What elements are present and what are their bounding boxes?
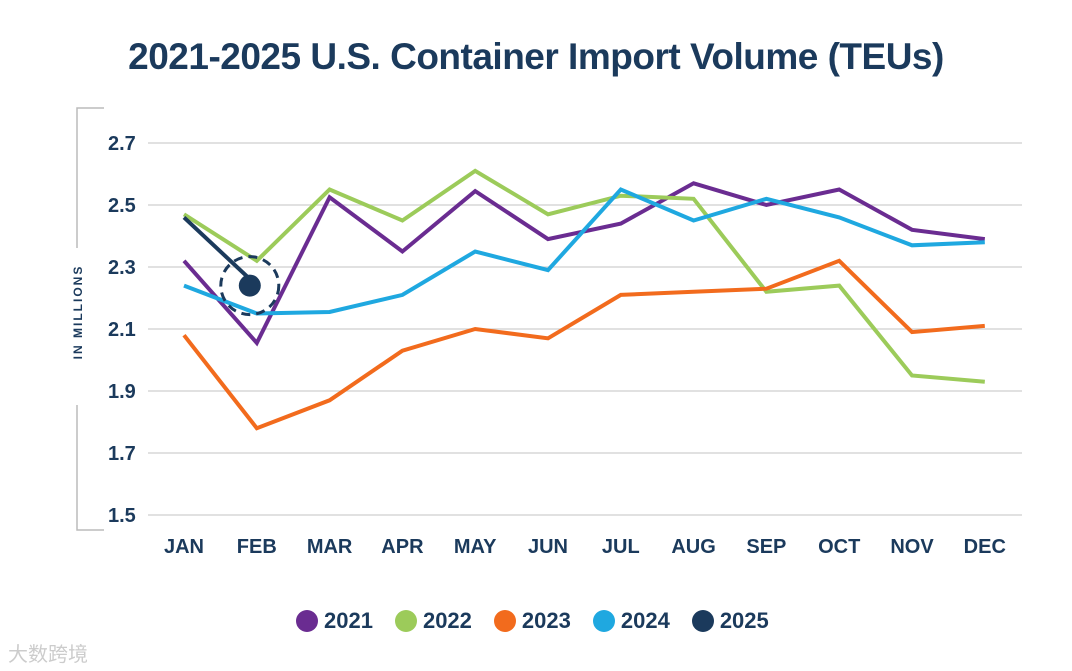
legend-swatch <box>394 610 417 632</box>
x-tick-label: MAR <box>307 536 353 558</box>
legend: 2021 2022 2023 2024 2025 <box>296 608 769 634</box>
legend-item-2023: 2023 <box>493 608 571 634</box>
legend-item-2025: 2025 <box>691 608 769 634</box>
x-tick-label: NOV <box>890 536 934 558</box>
legend-swatch <box>296 610 318 632</box>
series-line-2024 <box>183 187 985 316</box>
x-tick-label: SEP <box>746 536 786 558</box>
y-tick-label: 1.5 <box>108 505 136 527</box>
highlight-ring <box>219 255 281 317</box>
highlight-dot <box>238 274 261 297</box>
legend-label: 2022 <box>422 608 472 633</box>
legend-label: 2023 <box>521 608 571 633</box>
series-line-2023 <box>182 258 985 431</box>
x-tick-label: OCT <box>818 536 860 558</box>
legend-label: 2024 <box>620 608 670 633</box>
y-tick-label: 2.7 <box>108 133 136 155</box>
y-axis-label: IN MILLIONS <box>71 265 85 360</box>
series-line-2022 <box>182 168 985 384</box>
series-line-2025 <box>182 215 259 288</box>
watermark: 大数跨境 <box>8 642 88 666</box>
legend-label: 2025 <box>719 608 769 633</box>
y-tick-label: 2.3 <box>108 257 136 279</box>
legend-swatch <box>493 610 516 632</box>
x-tick-label: FEB <box>237 536 277 558</box>
y-tick-label: 1.7 <box>108 443 136 465</box>
x-tick-label: AUG <box>671 536 715 558</box>
y-tick-label: 1.9 <box>108 381 136 403</box>
x-tick-label: JUL <box>602 536 640 558</box>
y-tick-label: 2.5 <box>108 195 136 217</box>
legend-label: 2021 <box>324 608 373 633</box>
y-tick-label: 2.1 <box>108 319 136 341</box>
legend-swatch <box>592 610 615 632</box>
x-tick-label: JAN <box>164 536 204 558</box>
x-tick-label: DEC <box>964 536 1006 558</box>
x-tick-label: JUN <box>528 536 568 558</box>
chart-title: 2021-2025 U.S. Container Import Volume (… <box>128 36 944 77</box>
legend-item-2024: 2024 <box>592 608 670 634</box>
x-tick-label: MAY <box>454 536 497 558</box>
axis-bracket <box>76 107 104 531</box>
legend-item-2022: 2022 <box>394 608 472 634</box>
legend-swatch <box>691 610 714 632</box>
legend-item-2021: 2021 <box>296 608 373 634</box>
x-tick-label: APR <box>381 536 424 558</box>
